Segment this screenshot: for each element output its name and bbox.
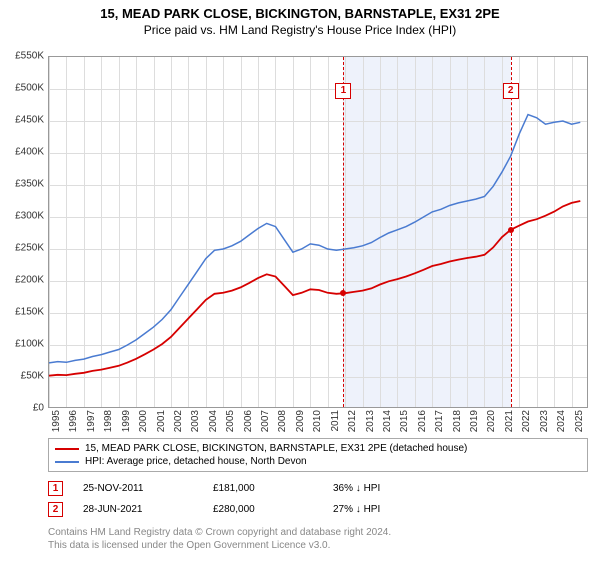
legend-label: HPI: Average price, detached house, Nort… (85, 456, 307, 467)
x-axis-label: 2000 (138, 410, 149, 432)
x-axis-label: 2014 (382, 410, 393, 432)
x-axis-label: 2022 (521, 410, 532, 432)
y-axis-label: £550K (15, 51, 44, 62)
x-axis-label: 1995 (51, 410, 62, 432)
y-axis-label: £450K (15, 115, 44, 126)
y-axis-label: £150K (15, 307, 44, 318)
event-table-marker: 1 (48, 481, 63, 496)
x-axis-label: 2008 (277, 410, 288, 432)
attribution: Contains HM Land Registry data © Crown c… (48, 526, 588, 552)
x-axis-label: 2003 (190, 410, 201, 432)
x-axis-label: 2019 (469, 410, 480, 432)
y-axis-label: £300K (15, 211, 44, 222)
x-axis-label: 2010 (312, 410, 323, 432)
chart-container: 15, MEAD PARK CLOSE, BICKINGTON, BARNSTA… (0, 6, 600, 566)
chart-subtitle: Price paid vs. HM Land Registry's House … (0, 23, 600, 37)
x-axis-label: 1999 (121, 410, 132, 432)
legend-swatch (55, 448, 79, 450)
event-price: £181,000 (213, 483, 313, 494)
x-axis-label: 2013 (365, 410, 376, 432)
attribution-line1: Contains HM Land Registry data © Crown c… (48, 526, 588, 539)
legend-swatch (55, 461, 79, 463)
x-axis-label: 2016 (417, 410, 428, 432)
y-axis-label: £350K (15, 179, 44, 190)
x-axis-label: 2025 (574, 410, 585, 432)
x-axis-label: 2012 (347, 410, 358, 432)
attribution-line2: This data is licensed under the Open Gov… (48, 539, 588, 552)
event-pct: 36% ↓ HPI (333, 483, 423, 494)
x-axis-label: 2007 (260, 410, 271, 432)
x-axis-label: 2006 (243, 410, 254, 432)
event-table: 1 25-NOV-2011 £181,000 36% ↓ HPI 2 28-JUN-202… (48, 478, 588, 520)
event-date: 28-JUN-2021 (83, 504, 193, 515)
plot-region: 12 (48, 56, 588, 408)
chart-area: 12 £0£50K£100K£150K£200K£250K£300K£350K£… (48, 56, 588, 408)
y-axis-label: £0 (33, 403, 44, 414)
x-axis-label: 2015 (399, 410, 410, 432)
x-axis-label: 1998 (103, 410, 114, 432)
x-axis-label: 2001 (156, 410, 167, 432)
line-svg (49, 57, 589, 409)
x-axis-label: 2011 (330, 410, 341, 432)
y-axis-label: £50K (21, 371, 44, 382)
x-axis-label: 2023 (539, 410, 550, 432)
y-axis-label: £200K (15, 275, 44, 286)
x-axis-label: 2004 (208, 410, 219, 432)
event-pct: 27% ↓ HPI (333, 504, 423, 515)
event-table-marker: 2 (48, 502, 63, 517)
legend-label: 15, MEAD PARK CLOSE, BICKINGTON, BARNSTA… (85, 443, 467, 454)
sale-point (340, 290, 346, 296)
x-axis-label: 2020 (486, 410, 497, 432)
x-axis-label: 2024 (556, 410, 567, 432)
event-table-row: 2 28-JUN-2021 £280,000 27% ↓ HPI (48, 499, 588, 520)
legend-row: HPI: Average price, detached house, Nort… (55, 455, 581, 468)
chart-title: 15, MEAD PARK CLOSE, BICKINGTON, BARNSTA… (0, 6, 600, 21)
x-axis-label: 1997 (86, 410, 97, 432)
x-axis-label: 2021 (504, 410, 515, 432)
x-axis-label: 2002 (173, 410, 184, 432)
x-axis-label: 2018 (452, 410, 463, 432)
event-date: 25-NOV-2011 (83, 483, 193, 494)
legend: 15, MEAD PARK CLOSE, BICKINGTON, BARNSTA… (48, 438, 588, 472)
x-axis-label: 2017 (434, 410, 445, 432)
x-axis-label: 2005 (225, 410, 236, 432)
series-property (49, 201, 580, 376)
y-axis-label: £500K (15, 83, 44, 94)
x-axis-label: 1996 (68, 410, 79, 432)
event-table-row: 1 25-NOV-2011 £181,000 36% ↓ HPI (48, 478, 588, 499)
legend-row: 15, MEAD PARK CLOSE, BICKINGTON, BARNSTA… (55, 442, 581, 455)
y-axis-label: £250K (15, 243, 44, 254)
x-axis-label: 2009 (295, 410, 306, 432)
sale-point (508, 227, 514, 233)
y-axis-label: £100K (15, 339, 44, 350)
y-axis-label: £400K (15, 147, 44, 158)
event-price: £280,000 (213, 504, 313, 515)
